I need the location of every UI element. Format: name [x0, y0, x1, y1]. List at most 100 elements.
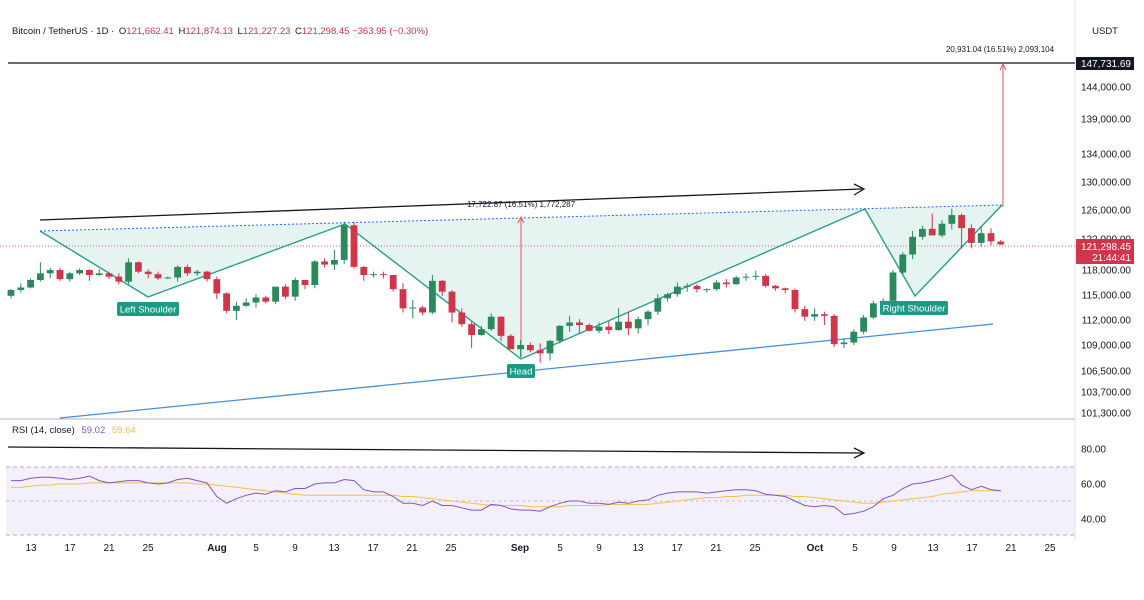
time-tick-label: 13: [328, 543, 340, 554]
candle-body: [683, 285, 691, 287]
open-label: O: [118, 26, 127, 37]
high-label: H: [178, 26, 186, 37]
right-shoulder-label: Right Shoulder: [883, 304, 946, 315]
rsi-tick-label: 80.00: [1081, 445, 1106, 456]
candle-body: [291, 280, 299, 297]
chart-header: Bitcoin / TetherUS · 1D · O121,662.41 H 1…: [12, 26, 428, 37]
time-tick-label: 5: [852, 543, 858, 554]
rsi-header: RSI (14, close) 59.02 59.64: [12, 425, 136, 436]
time-tick-label: Oct: [807, 543, 824, 554]
candle-body: [409, 307, 417, 309]
candle-body: [262, 297, 270, 302]
rsi-tick-label: 40.00: [1081, 515, 1106, 526]
price-tick-label: 101,300.00: [1081, 409, 1131, 420]
candle-body: [742, 276, 750, 278]
time-tick-label: 25: [142, 543, 154, 554]
candle-body: [37, 273, 44, 280]
candle-body: [693, 285, 701, 290]
time-tick-label: 21: [406, 543, 418, 554]
candle-body: [468, 324, 475, 335]
candle-body: [576, 322, 583, 325]
current-price-box: [1076, 239, 1134, 264]
candle-body: [301, 280, 309, 285]
candle-body: [399, 289, 407, 309]
price-tick-label: 115,000.00: [1082, 291, 1132, 302]
candle-body: [968, 228, 975, 243]
candle-body: [556, 325, 564, 341]
target-price-label: 147,731.69: [1081, 59, 1131, 70]
price-tick-label: 126,000.00: [1081, 206, 1131, 217]
candle-body: [203, 271, 211, 280]
candle-body: [958, 215, 965, 229]
candle-body: [311, 261, 319, 285]
open-value: 121,662.41: [126, 26, 174, 37]
candle-body: [252, 297, 260, 303]
right-shoulder-box: [880, 301, 948, 315]
candle-body: [458, 312, 466, 325]
candle-body: [850, 331, 858, 343]
candle-body: [66, 273, 74, 280]
candle-body: [419, 307, 426, 313]
price-tick-label: 112,000.00: [1082, 316, 1132, 327]
time-tick-label: 9: [596, 543, 602, 554]
time-tick-label: 25: [749, 543, 761, 554]
price-tick-label: 109,000.00: [1081, 341, 1131, 352]
price-tick-label: 139,000.00: [1081, 115, 1131, 126]
candle-body: [497, 316, 505, 336]
candle-body: [615, 321, 622, 330]
candle-body: [478, 329, 485, 335]
candle-body: [272, 286, 279, 302]
candle-body: [125, 262, 132, 282]
candle-body: [752, 275, 760, 277]
candle-body: [938, 223, 946, 236]
candle-body: [350, 225, 358, 267]
candle-body: [233, 305, 240, 311]
candle-body: [566, 322, 573, 326]
candle-body: [144, 271, 152, 275]
candle-body: [997, 241, 1005, 245]
left-shoulder-box: [117, 302, 179, 316]
low-value: 121,227.23: [242, 26, 291, 37]
candle-body: [713, 282, 720, 290]
candle-body: [928, 228, 936, 236]
candle-body: [193, 271, 201, 274]
candle-body: [174, 266, 181, 278]
candle-body: [654, 298, 662, 312]
price-arrow-head: [853, 183, 866, 196]
candle-body: [585, 325, 593, 331]
time-tick-label: 17: [671, 543, 683, 554]
time-tick-label: 13: [632, 543, 644, 554]
time-tick-label: 25: [1044, 543, 1056, 554]
candle-body: [987, 233, 995, 242]
candle-body: [164, 277, 172, 279]
time-tick-label: 5: [557, 543, 563, 554]
candle-body: [321, 261, 328, 265]
price-arrow-line: [39, 188, 863, 221]
candle-body: [605, 326, 613, 330]
time-tick-label: 21: [1005, 543, 1017, 554]
rsi-ma-line: [11, 482, 1001, 508]
candle-body: [703, 289, 711, 291]
rsi-line: [11, 474, 1001, 516]
candle-body: [184, 266, 191, 274]
candle-body: [546, 340, 554, 354]
symbol-title: Bitcoin / TetherUS · 1D ·: [12, 26, 115, 37]
candle-body: [909, 236, 916, 255]
time-tick-label: 9: [292, 543, 298, 554]
time-tick-label: 13: [927, 543, 939, 554]
candle-body: [242, 302, 250, 306]
price-tick-label: 103,700.00: [1081, 388, 1131, 399]
rsi-arrow-head: [853, 447, 866, 459]
candle-body: [17, 287, 25, 290]
time-tick-label: 25: [445, 543, 457, 554]
candle-body: [634, 319, 642, 329]
candle-body: [389, 275, 397, 290]
candle-body: [115, 276, 123, 282]
close-label: C: [295, 26, 302, 37]
candle-body: [664, 294, 671, 299]
close-value: 121,298.45: [301, 26, 350, 37]
candle-body: [919, 228, 926, 237]
rsi-ma-value: 59.64: [111, 425, 136, 436]
candle-body: [517, 345, 524, 350]
